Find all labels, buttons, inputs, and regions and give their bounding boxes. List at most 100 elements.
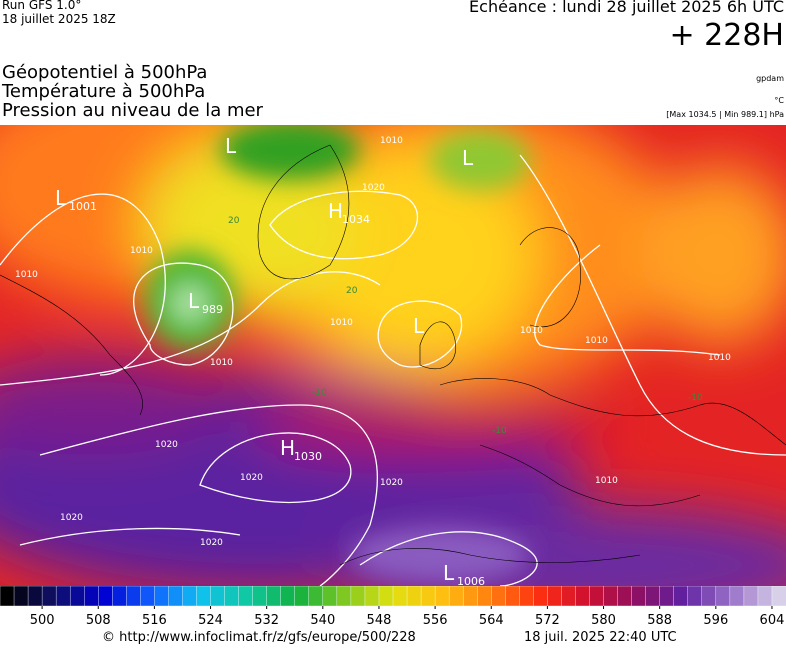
color-swatch [687,586,703,607]
color-swatch [645,586,661,607]
isobar-label: 1010 [380,136,403,146]
center-value: 1006 [457,575,485,586]
temperature-label: 20 [228,216,240,226]
center-letter: H [280,436,295,460]
color-swatch [0,586,15,607]
lead-time: + 228H [669,18,785,53]
isobar-label: 1010 [595,476,618,486]
color-swatch [547,586,563,607]
center-value: 989 [202,303,223,316]
isobars [0,154,786,586]
color-swatch [771,586,786,607]
color-swatch [392,586,408,607]
center-letter: H [328,199,343,223]
color-swatch [308,586,324,607]
color-swatch [561,586,577,607]
color-swatch [55,586,71,607]
tick-label: 556 [423,613,448,628]
isobar-label: 1020 [380,478,403,488]
color-swatch [154,586,170,607]
color-swatch [126,586,142,607]
tick-label: 500 [30,613,55,628]
color-swatch [322,586,338,607]
tick-label: 580 [591,613,616,628]
isobar-label: 1020 [155,440,178,450]
tick-label: 540 [310,613,335,628]
color-swatch [168,586,184,607]
coastlines [0,144,786,566]
color-swatch [659,586,675,607]
color-swatch [238,586,254,607]
color-swatch [224,586,240,607]
valid-time: Echéance : lundi 28 juillet 2025 6h UTC [469,0,784,16]
color-swatch [673,586,689,607]
tick-label: 564 [479,613,504,628]
color-swatch [491,586,506,607]
temperature-label: 20 [346,286,358,296]
run: Run GFS 1.0° [2,0,82,12]
color-swatch [112,586,128,607]
title: Géopotentiel à 500hPa [2,62,208,83]
isobar-label: 1010 [708,353,731,363]
footer-time: 18 juil. 2025 22:40 UTC [524,630,677,645]
center-value: 1001 [69,200,97,213]
center-letter: L [462,146,474,170]
color-swatch [210,586,226,607]
color-swatch [406,586,422,607]
color-swatch [617,586,633,607]
temperature-label: -10 [688,393,703,403]
color-swatch [505,586,521,607]
isobar-label: 1010 [15,270,38,280]
color-swatch [252,586,268,607]
unit: gpdam [756,74,784,83]
isobar-label: 1010 [210,358,233,368]
center-value: 1030 [294,450,322,463]
center-letter: L [225,134,237,158]
color-swatch [98,586,113,607]
color-swatch [519,586,535,607]
tick-label: 596 [703,613,728,628]
tick-label: 516 [142,613,167,628]
center-value: 1034 [342,213,370,226]
color-swatch [715,586,731,607]
color-swatch [701,586,717,607]
color-swatch [533,586,549,607]
color-swatch [294,586,310,607]
tick-label: 572 [535,613,560,628]
color-swatch [631,586,647,607]
isobar-label: 1020 [240,473,263,483]
color-swatch [462,586,478,607]
tick-label: 524 [198,613,223,628]
color-swatch [196,586,212,607]
color-swatch [589,586,605,607]
center-letter: L [413,314,425,338]
color-swatch [477,586,492,607]
color-swatch [27,586,43,607]
color-swatch [378,586,394,607]
color-swatch [140,586,156,607]
color-swatch [280,586,296,607]
isobar-label: 1020 [362,183,385,193]
tick-label: 604 [760,613,785,628]
center-letter: L [443,561,455,585]
isobar-label: 1010 [330,318,353,328]
run-date: 18 juillet 2025 18Z [2,12,116,26]
isobar-label: 1020 [200,538,223,548]
center-letter: L [188,289,200,313]
color-swatch [336,586,352,607]
tick-label: 548 [367,613,392,628]
color-swatch [757,586,773,607]
color-swatch [69,586,85,607]
color-swatch [729,586,745,607]
color-swatch [182,586,198,607]
footer-url: © http://www.infoclimat.fr/z/gfs/europe/… [102,630,416,645]
color-swatch [13,586,29,607]
color-swatch [84,586,99,607]
unit: [Max 1034.5 | Min 989.1] hPa [666,110,784,119]
color-swatch [350,586,366,607]
tick-label: 508 [86,613,111,628]
color-swatch [364,586,380,607]
tick-label: 532 [254,613,279,628]
